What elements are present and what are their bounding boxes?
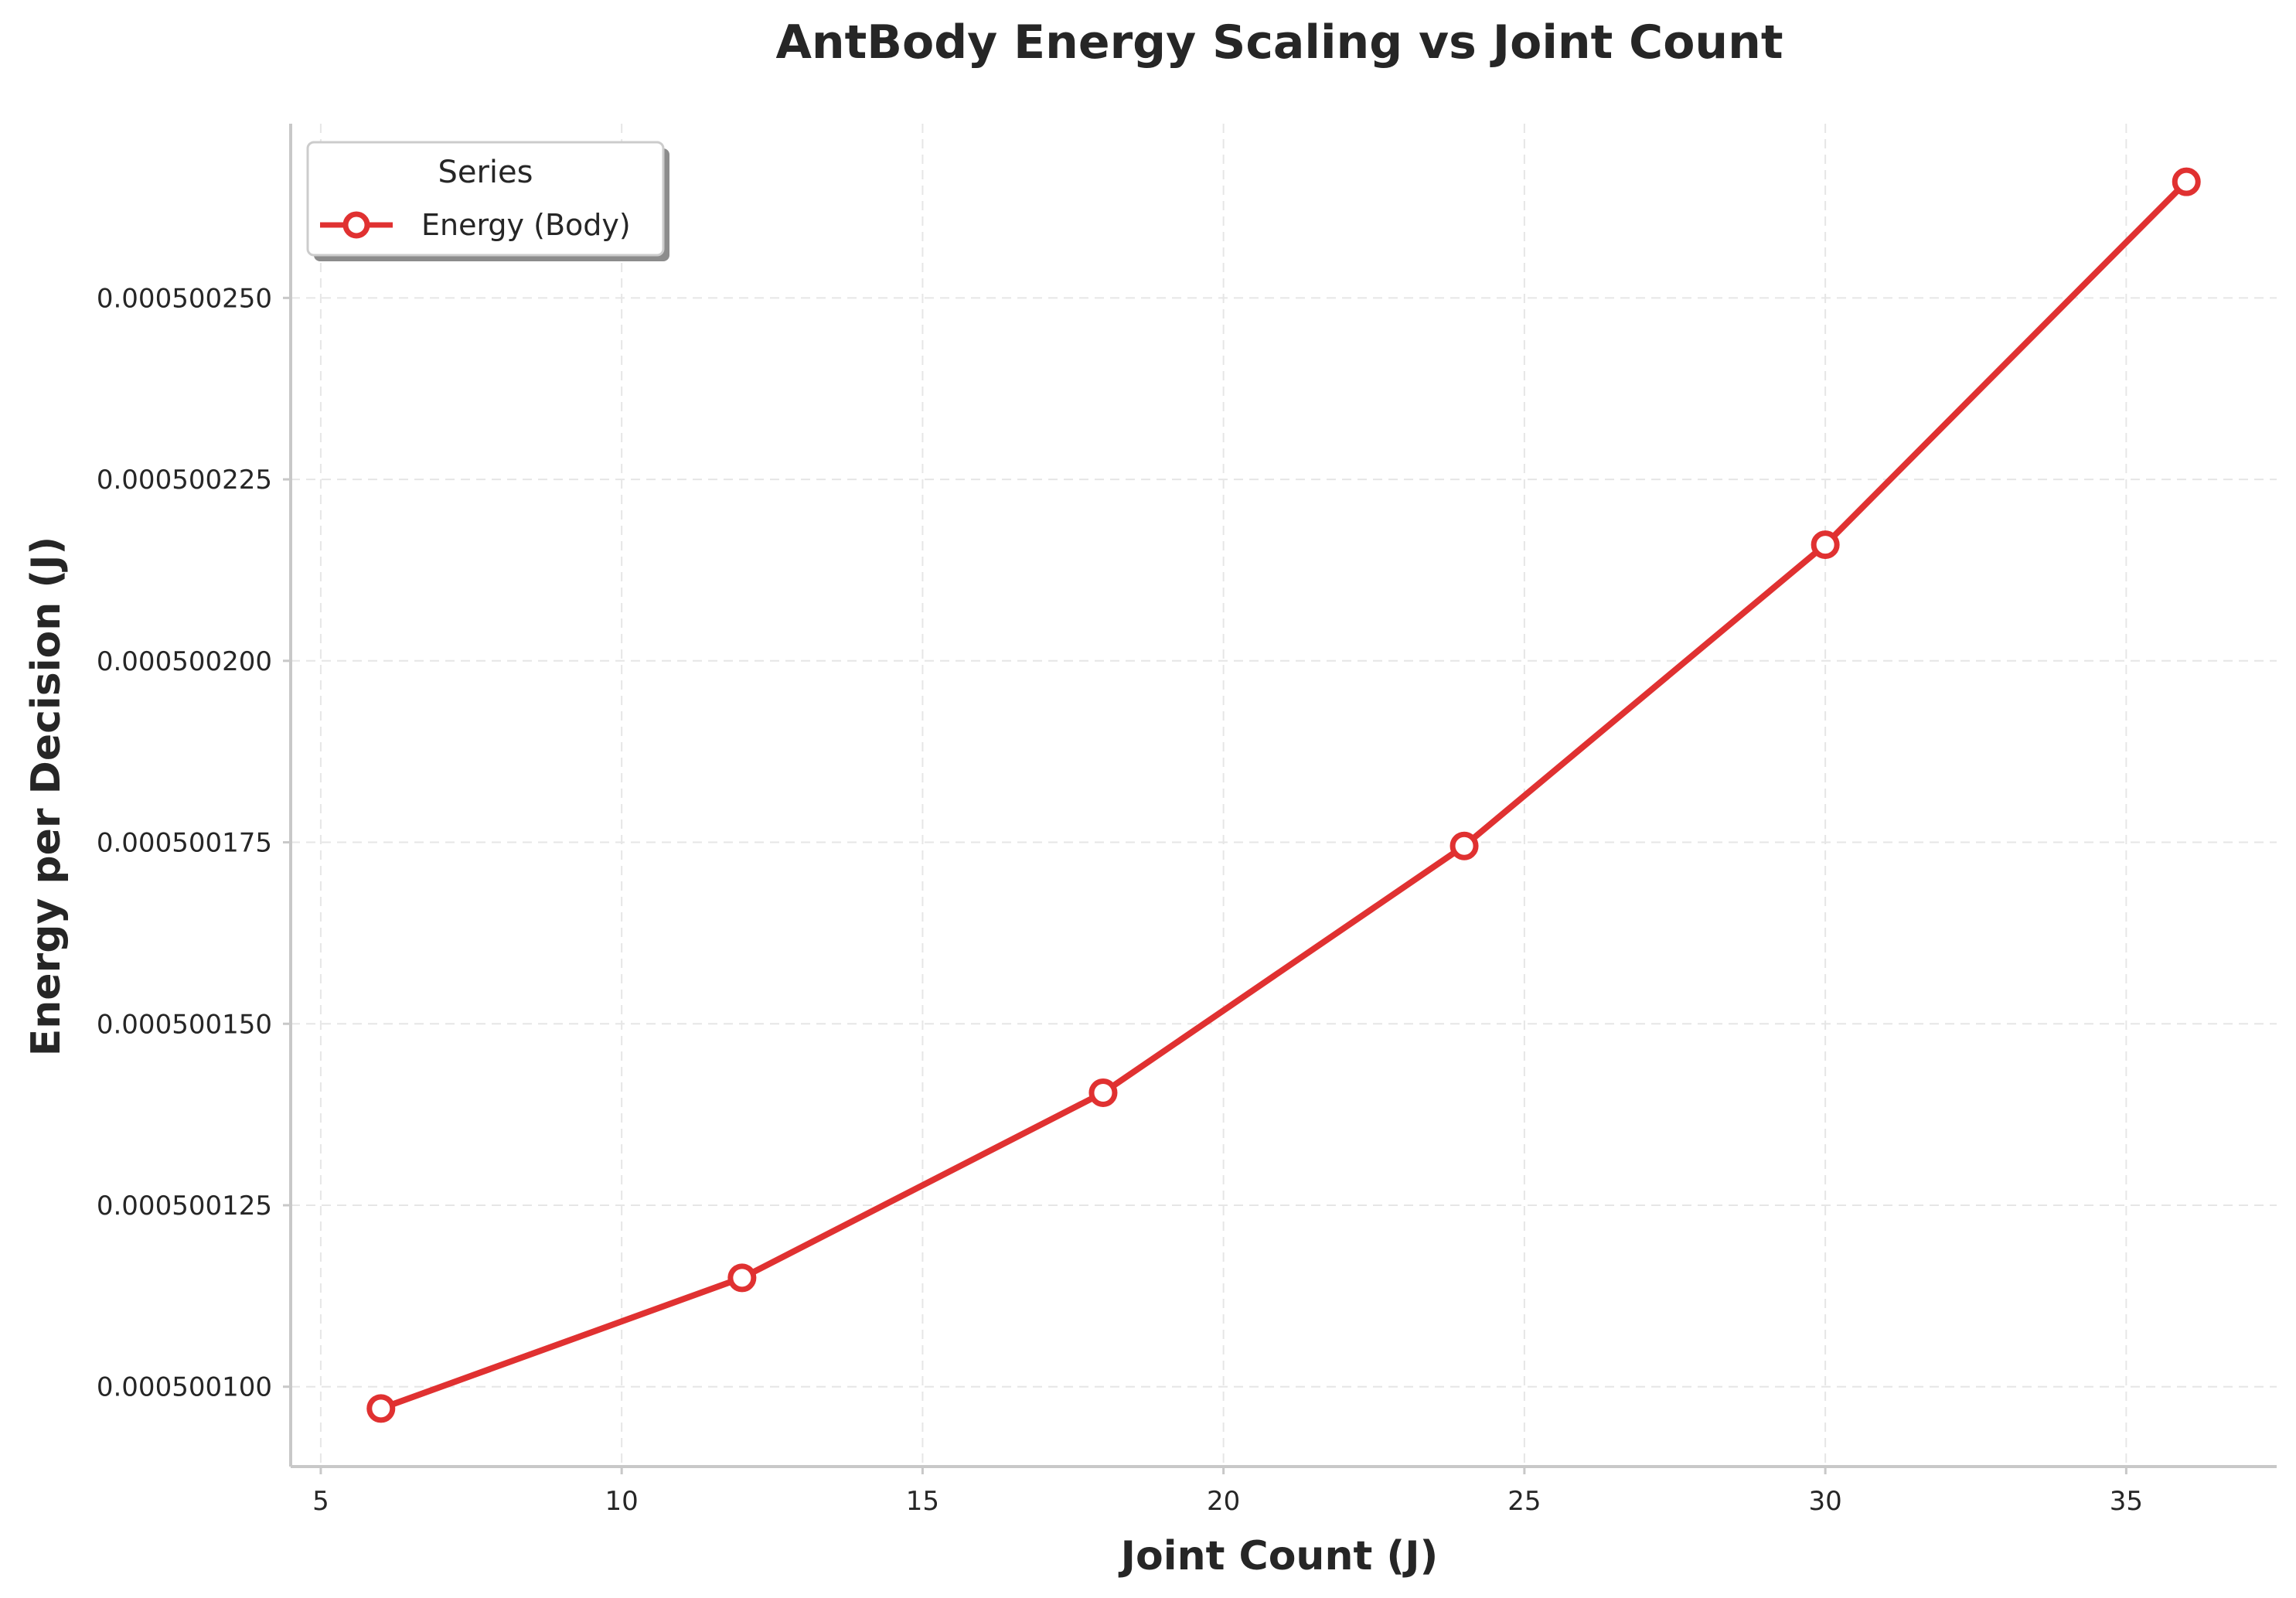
y-tick-label: 0.000500100	[97, 1372, 272, 1403]
y-tick-label: 0.000500250	[97, 283, 272, 314]
data-point	[1449, 831, 1479, 860]
y-axis-label: Energy per Decision (J)	[23, 537, 70, 1057]
x-tick-label: 20	[1207, 1486, 1240, 1517]
y-tick-label: 0.000500175	[97, 828, 272, 859]
legend-marker-sample	[342, 211, 370, 239]
series-layer	[366, 167, 2201, 1423]
x-tick-label: 25	[1507, 1486, 1541, 1517]
grid	[291, 124, 2277, 1467]
legend-label-energy-body: Energy (Body)	[421, 208, 631, 242]
y-tick-label: 0.000500125	[97, 1191, 272, 1221]
legend-title: Series	[438, 155, 533, 190]
y-axis-ticks: 0.000500100 0.000500125 0.000500150 0.00050…	[97, 283, 291, 1403]
x-tick-label: 15	[906, 1486, 939, 1517]
legend: Series Energy (Body)	[306, 141, 669, 261]
x-tick-label: 10	[605, 1486, 639, 1517]
legend-box	[306, 141, 665, 257]
data-point	[1088, 1078, 1118, 1107]
x-tick-label: 30	[1809, 1486, 1842, 1517]
data-point	[366, 1394, 396, 1423]
series-line-energy-body	[377, 179, 2190, 1412]
y-tick-label: 0.000500200	[97, 646, 272, 677]
x-axis-label: Joint Count (J)	[1119, 1533, 1439, 1579]
y-tick-label: 0.000500150	[97, 1009, 272, 1040]
data-point	[1811, 530, 1840, 560]
data-point	[2172, 167, 2201, 196]
data-point	[727, 1263, 757, 1293]
x-tick-label: 35	[2110, 1486, 2143, 1517]
x-axis-ticks: 5 10 15 20 25 30 35	[312, 1467, 2143, 1517]
chart-title: AntBody Energy Scaling vs Joint Count	[775, 15, 1783, 70]
x-tick-label: 5	[312, 1486, 329, 1517]
y-tick-label: 0.000500225	[97, 465, 272, 496]
